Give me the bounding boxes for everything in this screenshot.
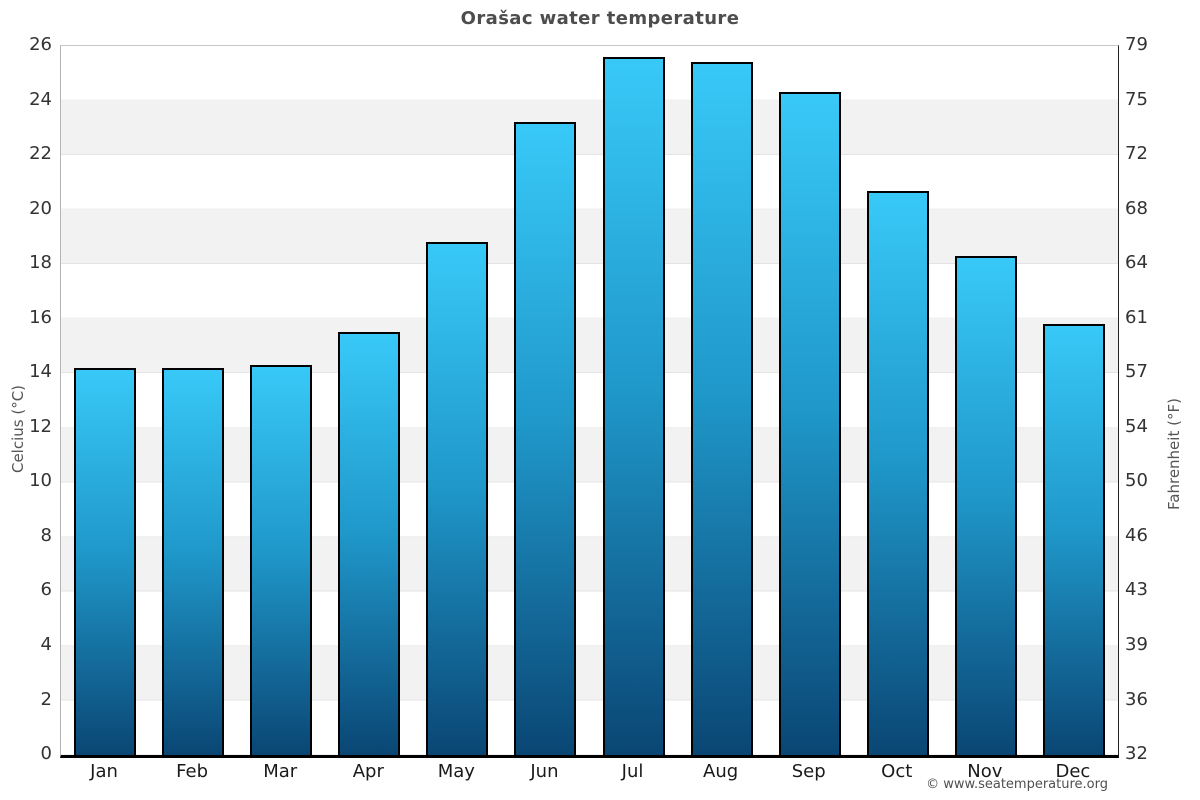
bar-may — [426, 242, 489, 755]
y-tick-celsius-18: 18 — [29, 252, 52, 274]
y-tick-fahrenheit-39: 39 — [1125, 633, 1148, 655]
x-tick-oct: Oct — [881, 761, 913, 782]
bar-mar — [250, 365, 313, 755]
bar-dec — [1042, 324, 1105, 755]
bar-feb — [162, 367, 225, 755]
y-tick-celsius-20: 20 — [29, 197, 52, 219]
bars-layer — [61, 46, 1118, 755]
bar-slot-may — [413, 46, 501, 755]
y-tick-fahrenheit-72: 72 — [1125, 143, 1148, 165]
y-tick-fahrenheit-46: 46 — [1125, 524, 1148, 546]
y-tick-celsius-4: 4 — [40, 633, 52, 655]
x-tick-aug: Aug — [703, 761, 739, 782]
y-axis-label-fahrenheit: Fahrenheit (°F) — [1165, 398, 1183, 510]
y-tick-celsius-14: 14 — [29, 361, 52, 383]
bar-aug — [690, 62, 753, 755]
bar-slot-dec — [1030, 46, 1118, 755]
y-tick-celsius-2: 2 — [40, 688, 52, 710]
bar-jul — [602, 56, 665, 755]
bar-sep — [778, 92, 841, 755]
x-tick-mar: Mar — [263, 761, 298, 782]
y-tick-celsius-24: 24 — [29, 88, 52, 110]
chart-title: Orašac water temperature — [460, 8, 740, 29]
bar-slot-mar — [237, 46, 325, 755]
x-tick-nov: Nov — [967, 761, 1003, 782]
y-tick-fahrenheit-50: 50 — [1125, 470, 1148, 492]
x-tick-jan: Jan — [90, 761, 118, 782]
y-tick-fahrenheit-54: 54 — [1125, 415, 1148, 437]
y-tick-celsius-22: 22 — [29, 143, 52, 165]
y-tick-fahrenheit-79: 79 — [1125, 34, 1148, 55]
plot-area — [60, 45, 1119, 758]
bar-slot-aug — [678, 46, 766, 755]
y-tick-celsius-10: 10 — [29, 470, 52, 492]
bar-slot-jun — [501, 46, 589, 755]
y-tick-celsius-16: 16 — [29, 306, 52, 328]
attribution-link[interactable]: © www.seatemperature.org — [926, 777, 1108, 792]
bar-nov — [954, 256, 1017, 755]
x-tick-jul: Jul — [621, 761, 644, 782]
x-tick-dec: Dec — [1055, 761, 1091, 782]
x-axis-labels: Jan Feb Mar Apr May Jun Jul Aug Sep Oct Nov Dec — [60, 761, 1117, 782]
bar-slot-feb — [149, 46, 237, 755]
y-tick-celsius-6: 6 — [40, 579, 52, 601]
bar-jan — [74, 367, 137, 755]
bar-slot-jul — [589, 46, 677, 755]
y-tick-fahrenheit-36: 36 — [1125, 688, 1148, 710]
y-tick-celsius-26: 26 — [29, 34, 52, 55]
x-tick-apr: Apr — [352, 761, 384, 782]
y-tick-fahrenheit-32: 32 — [1125, 743, 1148, 764]
x-tick-jun: Jun — [530, 761, 559, 782]
y-tick-fahrenheit-43: 43 — [1125, 579, 1148, 601]
y-tick-fahrenheit-75: 75 — [1125, 88, 1148, 110]
y-tick-fahrenheit-64: 64 — [1125, 252, 1148, 274]
y-tick-celsius-0: 0 — [40, 743, 52, 764]
x-tick-may: May — [437, 761, 475, 782]
bar-slot-jan — [61, 46, 149, 755]
bar-apr — [338, 332, 401, 755]
bar-slot-sep — [766, 46, 854, 755]
bar-slot-oct — [854, 46, 942, 755]
bar-slot-nov — [942, 46, 1030, 755]
bar-slot-apr — [325, 46, 413, 755]
y-tick-fahrenheit-61: 61 — [1125, 306, 1148, 328]
y-tick-fahrenheit-68: 68 — [1125, 197, 1148, 219]
bar-oct — [866, 190, 929, 755]
y-tick-celsius-12: 12 — [29, 415, 52, 437]
x-tick-sep: Sep — [791, 761, 826, 782]
y-tick-fahrenheit-57: 57 — [1125, 361, 1148, 383]
bar-jun — [514, 122, 577, 755]
y-tick-celsius-8: 8 — [40, 524, 52, 546]
x-tick-feb: Feb — [176, 761, 209, 782]
